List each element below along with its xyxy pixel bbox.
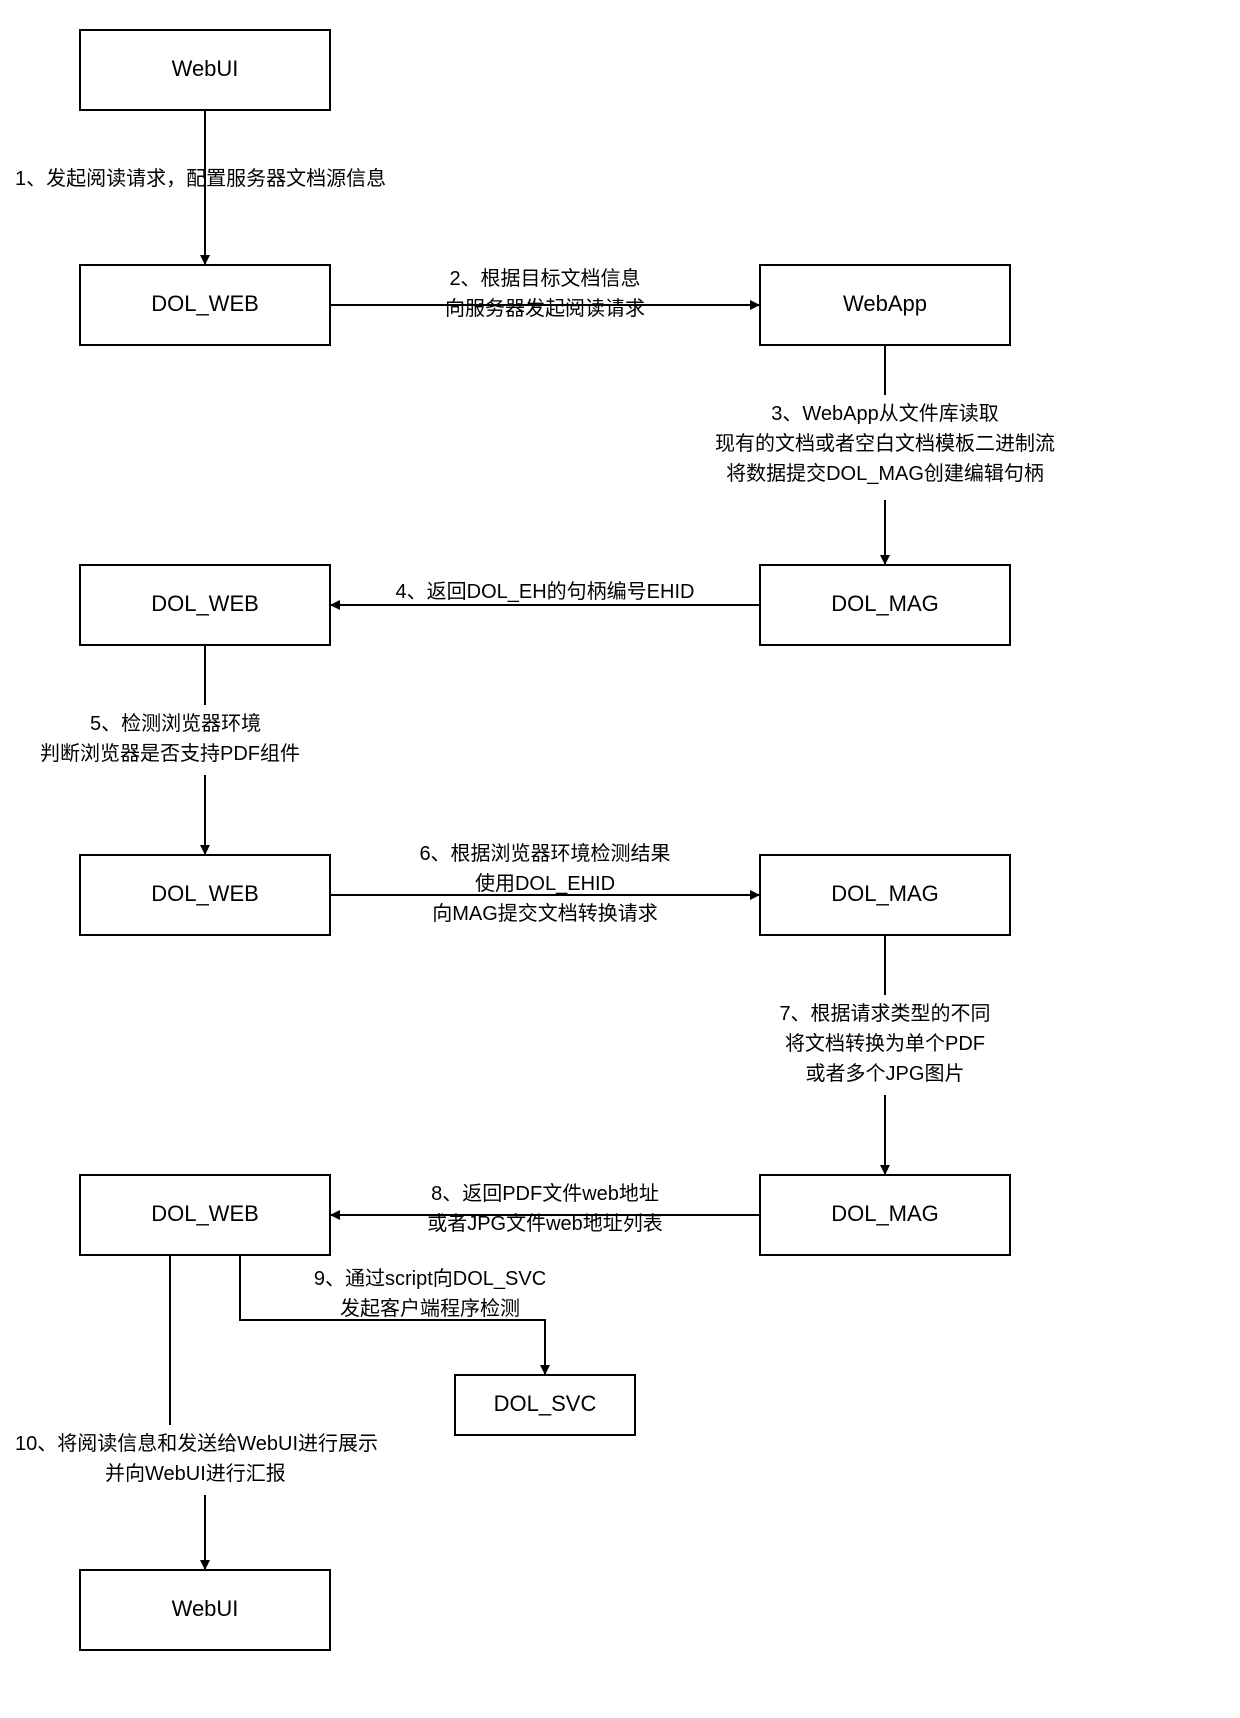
node-dolweb-1: DOL_WEB [80,265,330,345]
node-label: WebApp [843,291,927,316]
node-label: WebUI [172,56,239,81]
edge-4-label: 4、返回DOL_EH的句柄编号EHID [396,580,695,603]
edge-3-label-1: 3、WebApp从文件库读取 [771,402,998,425]
edge-3-label-3: 将数据提交DOL_MAG创建编辑句柄 [726,462,1044,485]
flowchart-canvas: WebUI DOL_WEB WebApp DOL_WEB DOL_MAG DOL… [0,0,1240,1718]
node-label: DOL_WEB [151,291,259,316]
edge-2-label-1: 2、根据目标文档信息 [449,267,640,290]
edge-2-label-2: 向服务器发起阅读请求 [445,297,645,320]
edge-6-label-1: 6、根据浏览器环境检测结果 [419,842,670,865]
node-dolweb-4: DOL_WEB [80,1175,330,1255]
node-dolsvc: DOL_SVC [455,1375,635,1435]
edge-6-label-3: 向MAG提交文档转换请求 [432,902,658,925]
edge-7-label-2: 将文档转换为单个PDF [785,1032,985,1055]
edge-9-label-2: 发起客户端程序检测 [340,1297,520,1320]
edge-10-label-1: 10、将阅读信息和发送给WebUI进行展示 [15,1432,378,1455]
edge-10-label-2: 并向WebUI进行汇报 [105,1462,286,1485]
node-label: WebUI [172,1596,239,1621]
node-label: DOL_WEB [151,1201,259,1226]
node-label: DOL_SVC [494,1391,597,1416]
node-dolweb-3: DOL_WEB [80,855,330,935]
edge-6-label-2: 使用DOL_EHID [475,872,615,895]
node-label: DOL_WEB [151,591,259,616]
edge-8-label-2: 或者JPG文件web地址列表 [427,1212,663,1235]
node-webui-bottom: WebUI [80,1570,330,1650]
node-label: DOL_MAG [831,881,939,906]
node-dolmag-1: DOL_MAG [760,565,1010,645]
node-dolweb-2: DOL_WEB [80,565,330,645]
node-webui-top: WebUI [80,30,330,110]
edge-7-label-1: 7、根据请求类型的不同 [779,1002,990,1025]
node-label: DOL_WEB [151,881,259,906]
edge-5-label-2: 判断浏览器是否支持PDF组件 [40,742,300,765]
edge-1-label: 1、发起阅读请求，配置服务器文档源信息 [15,167,386,190]
edge-9-label-1: 9、通过script向DOL_SVC [314,1267,546,1290]
edge-8-label-1: 8、返回PDF文件web地址 [431,1182,659,1205]
node-dolmag-3: DOL_MAG [760,1175,1010,1255]
node-label: DOL_MAG [831,1201,939,1226]
edge-7-label-3: 或者多个JPG图片 [806,1062,965,1085]
edge-5-label-1: 5、检测浏览器环境 [90,712,261,735]
node-label: DOL_MAG [831,591,939,616]
edge-3-label-2: 现有的文档或者空白文档模板二进制流 [715,432,1055,455]
node-dolmag-2: DOL_MAG [760,855,1010,935]
node-webapp: WebApp [760,265,1010,345]
